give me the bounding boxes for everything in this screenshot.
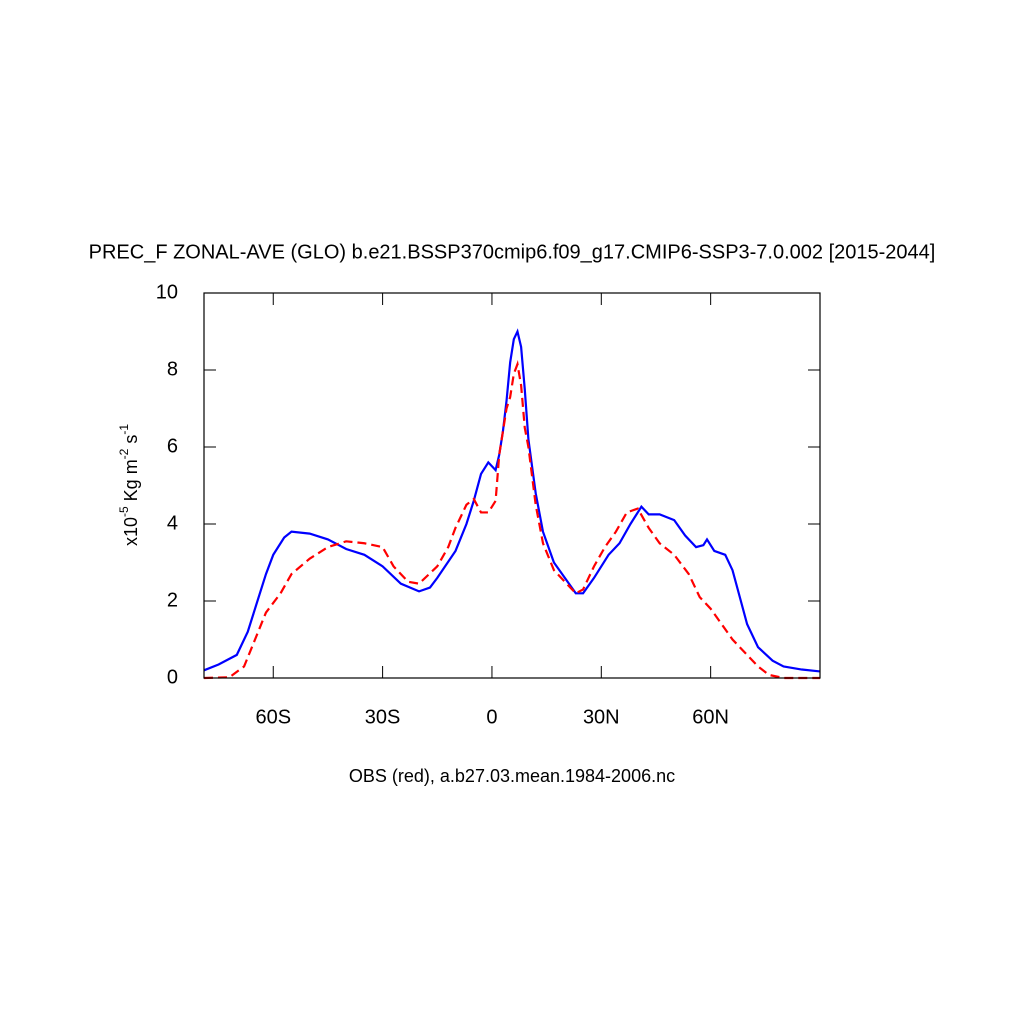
data-line [203,328,821,673]
y-tick-label: 10 [156,281,178,303]
y-tick-label: 2 [167,589,178,611]
x-tick-label: 30N [583,706,620,728]
y-axis-label: x10-5 Kg m-2 s-1 [117,424,141,546]
x-tick-label: 30S [365,706,401,728]
x-tick-label: 60S [255,706,291,728]
y-label-sup: -2 [117,448,131,459]
x-tick-label: 60N [692,706,729,728]
chart-title: PREC_F ZONAL-AVE (GLO) b.e21.BSSP370cmip… [89,241,936,263]
y-tick-label: 6 [167,435,178,457]
y-tick-label: 8 [167,358,178,380]
y-label-part: Kg m [121,459,141,506]
y-tick-label: 4 [167,512,178,534]
y-label-sup: -1 [117,424,131,435]
x-tick-label: 0 [486,706,497,728]
y-label-part: x10 [121,517,141,546]
x-axis-label: OBS (red), a.b27.03.mean.1984-2006.nc [349,766,675,786]
y-label-part: s [121,435,141,449]
y-label-sup: -5 [117,506,131,517]
data-line [203,360,820,680]
y-tick-label: 0 [167,666,178,688]
plot-frame [203,292,821,679]
